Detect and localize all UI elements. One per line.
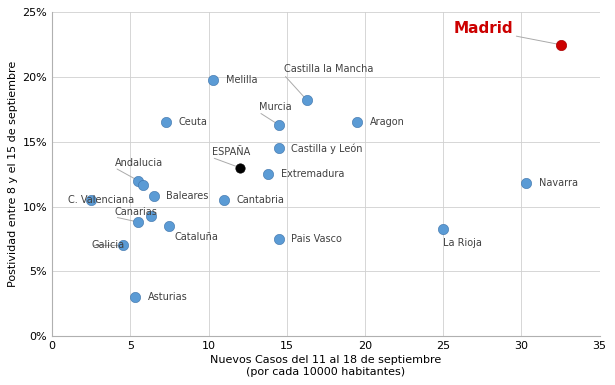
Point	[235, 165, 245, 171]
Y-axis label: Postividad entre 8 y el 15 de septiembre: Postividad entre 8 y el 15 de septiembre	[9, 61, 18, 287]
Point	[133, 219, 143, 225]
Point	[555, 42, 565, 48]
Text: Canarias: Canarias	[114, 207, 157, 217]
Text: Extremadura: Extremadura	[280, 169, 344, 179]
Point	[86, 197, 96, 203]
Point	[133, 177, 143, 184]
Text: Madrid: Madrid	[454, 21, 514, 36]
Point	[263, 171, 273, 177]
Point	[130, 294, 140, 300]
Text: Baleares: Baleares	[166, 191, 208, 201]
Point	[165, 223, 175, 229]
Point	[302, 97, 312, 104]
Point	[208, 77, 218, 83]
Text: La Rioja: La Rioja	[443, 238, 482, 248]
Point	[274, 236, 284, 242]
Point	[274, 122, 284, 128]
Point	[352, 119, 362, 126]
Point	[522, 180, 531, 186]
Text: Navarra: Navarra	[539, 178, 577, 188]
Text: Galicia: Galicia	[91, 240, 124, 250]
Text: Castilla la Mancha: Castilla la Mancha	[284, 64, 373, 74]
Point	[438, 226, 448, 232]
Text: Andalucia: Andalucia	[114, 158, 163, 168]
Text: ESPAÑA: ESPAÑA	[212, 147, 250, 157]
Point	[117, 242, 127, 248]
Point	[146, 213, 156, 219]
X-axis label: Nuevos Casos del 11 al 18 de septiembre
(por cada 10000 habitantes): Nuevos Casos del 11 al 18 de septiembre …	[210, 355, 442, 377]
Text: Melilla: Melilla	[226, 75, 257, 85]
Text: Castilla y León: Castilla y León	[292, 143, 363, 154]
Text: Aragon: Aragon	[370, 117, 405, 127]
Point	[138, 181, 148, 187]
Text: Murcia: Murcia	[259, 102, 292, 112]
Text: Cantabria: Cantabria	[237, 195, 285, 205]
Point	[220, 197, 229, 203]
Point	[149, 193, 159, 199]
Text: Asturias: Asturias	[148, 292, 188, 302]
Text: Ceuta: Ceuta	[179, 117, 208, 127]
Point	[274, 145, 284, 151]
Text: Cataluña: Cataluña	[174, 233, 218, 243]
Point	[161, 119, 171, 126]
Text: C. Valenciana: C. Valenciana	[68, 195, 134, 205]
Text: Pais Vasco: Pais Vasco	[292, 234, 343, 244]
